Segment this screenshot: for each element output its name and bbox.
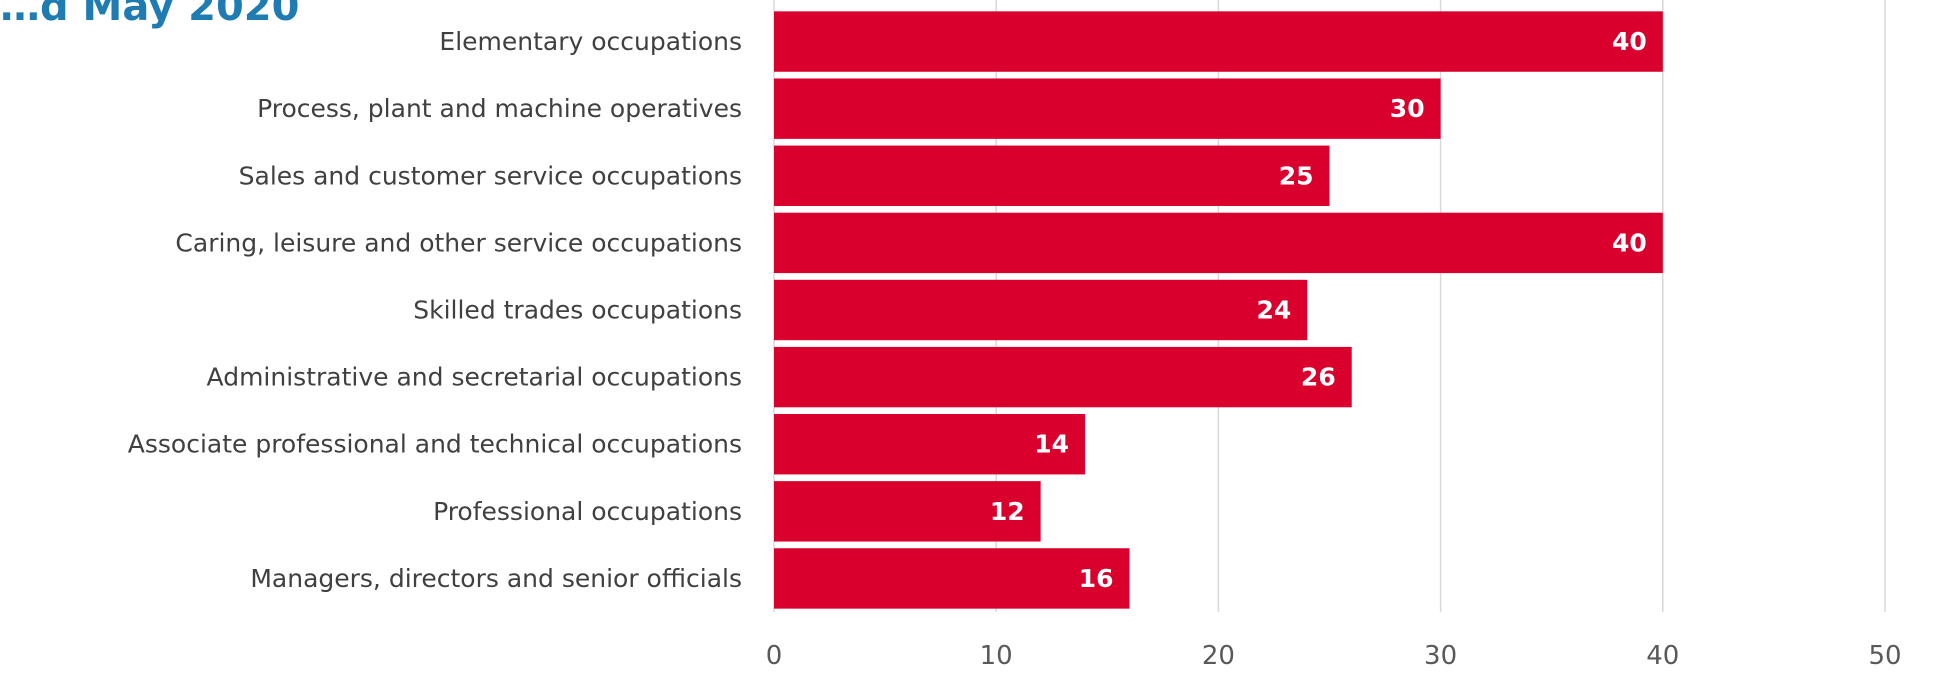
category-label: Sales and customer service occupations: [239, 161, 742, 190]
bar: [774, 212, 1663, 274]
bar: [774, 78, 1441, 139]
bar: [774, 548, 1130, 609]
x-tick-label: 30: [1424, 641, 1457, 671]
data-label: 40: [1612, 27, 1647, 56]
data-label: 30: [1390, 94, 1425, 123]
data-label: 16: [1079, 564, 1114, 593]
data-label: 26: [1301, 363, 1336, 392]
bar: [774, 346, 1352, 408]
category-label: Process, plant and machine operatives: [257, 94, 742, 123]
data-label: 14: [1034, 430, 1069, 459]
category-label: Skilled trades occupations: [413, 296, 742, 325]
data-label: 12: [990, 497, 1025, 526]
x-tick-label: 0: [766, 641, 783, 671]
data-label: 25: [1279, 161, 1314, 190]
chart-title: …d May 2020: [0, 0, 300, 30]
category-label: Elementary occupations: [439, 27, 742, 56]
bar: [774, 11, 1663, 72]
category-label: Associate professional and technical occ…: [128, 430, 742, 459]
category-label: Professional occupations: [433, 497, 742, 526]
bar: [774, 145, 1330, 206]
x-tick-label: 20: [1202, 641, 1235, 671]
x-tick-label: 40: [1646, 641, 1679, 671]
x-tick-label: 50: [1868, 641, 1901, 671]
x-tick-label: 10: [980, 641, 1013, 671]
bar: [774, 279, 1308, 341]
category-label: Administrative and secretarial occupatio…: [207, 363, 742, 392]
data-label: 24: [1256, 296, 1291, 325]
category-label: Managers, directors and senior officials: [250, 564, 742, 593]
data-label: 40: [1612, 228, 1647, 257]
bar: [774, 481, 1041, 542]
category-label: Caring, leisure and other service occupa…: [175, 228, 742, 257]
bar: [774, 414, 1086, 475]
